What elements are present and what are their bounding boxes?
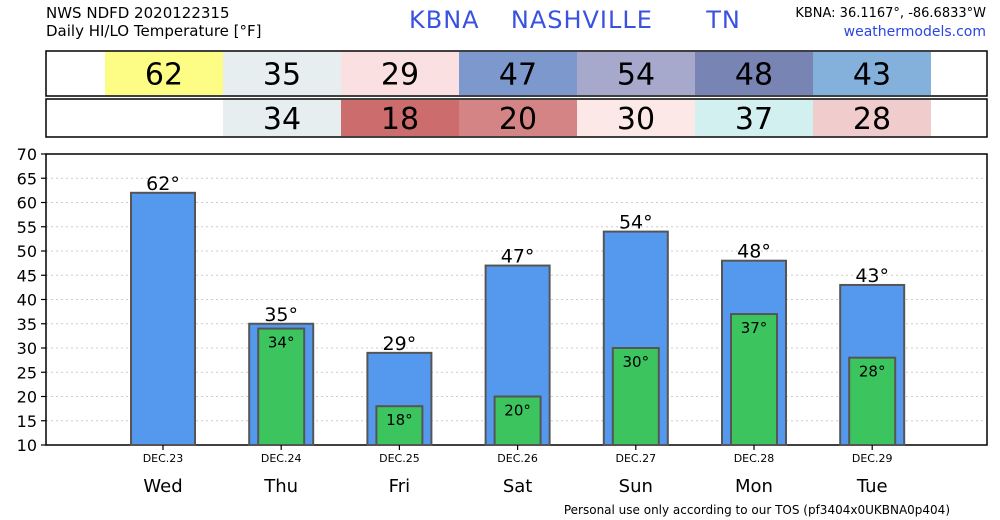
lo-strip-cell (223, 100, 341, 136)
x-date-label: DEC.27 (615, 452, 656, 465)
lo-strip-value: 18 (381, 102, 419, 137)
x-day-label: Mon (735, 476, 773, 497)
lo-bar-label: 18° (386, 411, 413, 429)
hi-bar-label: 48° (737, 241, 771, 263)
hi-bar (130, 191, 196, 446)
y-tick-label: 65 (17, 169, 37, 188)
station-id: KBNA (409, 6, 480, 34)
hi-bar-label: 62° (146, 173, 180, 195)
y-tick-label: 35 (17, 315, 37, 334)
lo-strip-cell (459, 100, 577, 136)
y-tick-label: 25 (17, 363, 37, 382)
model-run-label: NWS NDFD 2020122315 (46, 4, 230, 22)
hi-strip-cell (341, 52, 459, 95)
lo-strip-value: 28 (853, 102, 891, 137)
hi-strip-value: 43 (853, 58, 891, 93)
hi-strip-cell (695, 52, 813, 95)
x-date-label: DEC.28 (734, 452, 775, 465)
lo-bar-label: 37° (741, 319, 768, 337)
lo-strip-cell (341, 100, 459, 136)
x-day-label: Sat (503, 476, 533, 497)
hi-bar-label: 35° (264, 304, 298, 326)
hi-strip-cell (813, 52, 931, 95)
hi-bar-label: 47° (501, 246, 535, 268)
lo-strip-value: 34 (263, 102, 301, 137)
hi-strip-value: 35 (263, 58, 301, 93)
x-day-label: Fri (389, 476, 410, 497)
lo-strip-value: 37 (735, 102, 773, 137)
x-day-label: Sun (619, 476, 653, 497)
lo-strip-cell (813, 100, 931, 136)
y-tick-label: 20 (17, 388, 37, 407)
y-tick-label: 15 (17, 412, 37, 431)
hi-strip-value: 54 (617, 58, 655, 93)
y-tick-label: 55 (17, 218, 37, 237)
station-coordinates: KBNA: 36.1167°, -86.6833°W (795, 6, 986, 21)
hi-strip-cell (105, 52, 223, 95)
lo-bar (493, 395, 542, 446)
station-title: KBNA NASHVILLE TN (409, 6, 741, 34)
hi-strip-value: 48 (735, 58, 773, 93)
lo-strip-cell (577, 100, 695, 136)
x-date-label: DEC.23 (143, 452, 184, 465)
lo-bar (730, 313, 778, 446)
chart-subtitle: Daily HI/LO Temperature [°F] (46, 22, 262, 40)
lo-bar-label: 34° (268, 334, 295, 352)
hi-bar-label: 43° (855, 265, 889, 287)
hi-strip-value: 29 (381, 58, 419, 93)
x-date-label: DEC.25 (379, 452, 420, 465)
x-day-label: Wed (143, 476, 182, 497)
lo-bar (257, 327, 306, 447)
y-tick-label: 10 (17, 436, 37, 455)
hi-strip-cell (577, 52, 695, 95)
lo-bar (848, 356, 897, 447)
y-tick-label: 50 (17, 242, 37, 261)
lo-bar-label: 30° (623, 353, 650, 371)
x-day-label: Tue (856, 476, 888, 497)
hi-bar-label: 54° (619, 212, 653, 234)
hi-bar-label: 29° (383, 333, 417, 355)
hi-strip-cell (223, 52, 341, 95)
x-date-label: DEC.29 (852, 452, 893, 465)
footer-note: Personal use only according to our TOS (… (563, 503, 950, 517)
lo-strip-cell (695, 100, 813, 136)
hi-strip-value: 47 (499, 58, 537, 93)
station-state: TN (706, 6, 741, 34)
x-date-label: DEC.24 (261, 452, 302, 465)
lo-strip-value: 20 (499, 102, 537, 137)
x-date-label: DEC.26 (497, 452, 538, 465)
y-tick-label: 60 (17, 194, 37, 213)
station-name: NASHVILLE (510, 6, 653, 34)
y-tick-label: 30 (17, 339, 37, 358)
y-tick-label: 70 (17, 145, 37, 164)
hi-strip-cell (459, 52, 577, 95)
x-day-label: Thu (263, 476, 298, 497)
lo-strip-value: 30 (617, 102, 655, 137)
y-tick-label: 40 (17, 291, 37, 310)
y-tick-label: 45 (17, 266, 37, 285)
lo-bar-label: 20° (504, 402, 531, 420)
site-link[interactable]: weathermodels.com (843, 24, 986, 40)
lo-bar-label: 28° (859, 363, 886, 381)
hi-strip-value: 62 (145, 58, 183, 93)
